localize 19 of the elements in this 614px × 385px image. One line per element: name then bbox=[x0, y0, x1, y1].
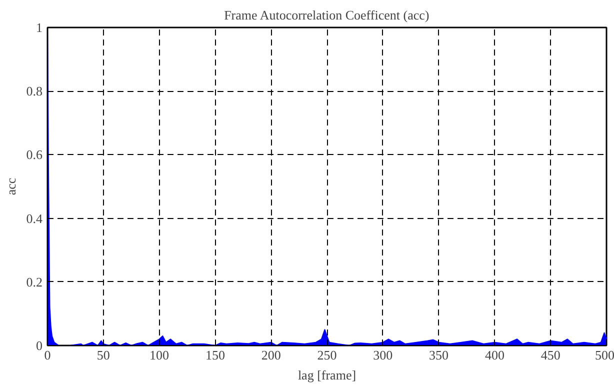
x-tick-label: 350 bbox=[429, 348, 449, 362]
chart-title: Frame Autocorrelation Coefficent (acc) bbox=[224, 8, 430, 22]
x-tick-label: 500 bbox=[595, 348, 614, 362]
y-tick-label: 0.4 bbox=[26, 210, 43, 226]
y-tick-label: 0.6 bbox=[26, 147, 43, 162]
x-axis-title: lag [frame] bbox=[298, 368, 356, 382]
x-tick-label: 100 bbox=[150, 348, 170, 362]
x-tick-label: 200 bbox=[261, 348, 281, 362]
x-tick-label: 150 bbox=[205, 348, 225, 362]
x-tick-label: 400 bbox=[484, 348, 504, 362]
y-tick-label: 0 bbox=[36, 338, 42, 353]
x-tick-label: 450 bbox=[540, 348, 560, 362]
x-tick-label: 300 bbox=[373, 348, 393, 362]
x-tick-label: 250 bbox=[317, 348, 337, 362]
y-axis-title: acc bbox=[3, 178, 18, 196]
y-tick-label: 0.8 bbox=[26, 84, 42, 99]
y-tick-label: 0.2 bbox=[26, 274, 42, 290]
y-tick-label: 1 bbox=[36, 20, 42, 35]
x-tick-label: 50 bbox=[96, 348, 110, 362]
